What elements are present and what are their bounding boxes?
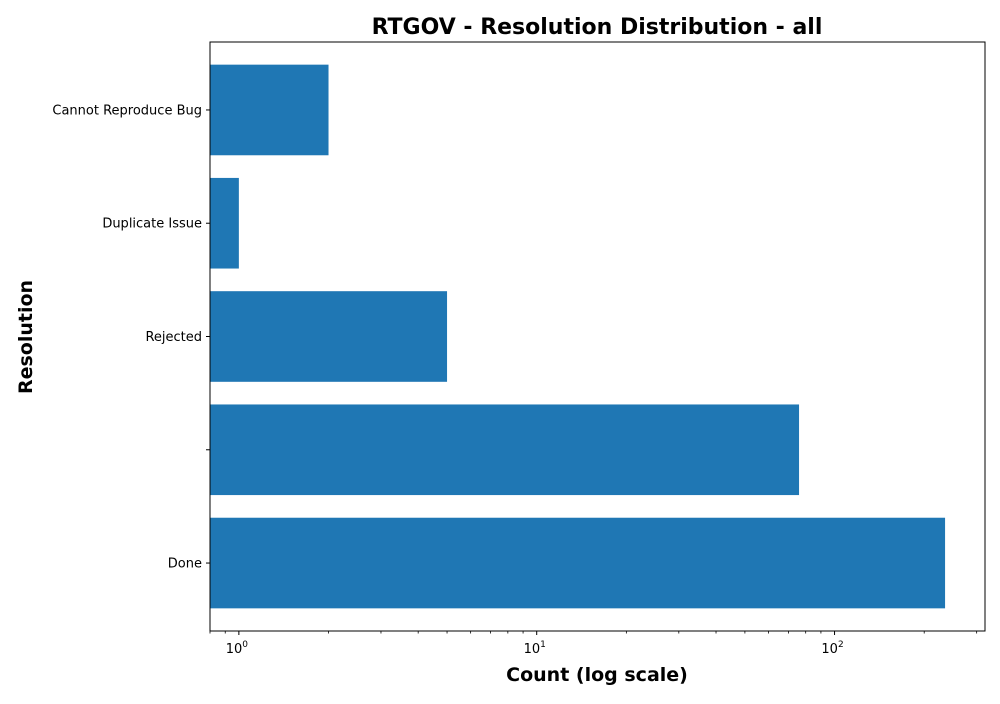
- bar-duplicate-issue: [210, 177, 239, 269]
- y-axis-label: Resolution: [15, 280, 37, 394]
- x-tick-label: 101: [524, 640, 546, 657]
- y-tick-label: Done: [168, 557, 202, 572]
- x-tick-label: 102: [821, 640, 843, 657]
- bar-cannot-reproduce-bug: [210, 64, 329, 156]
- bar-done: [210, 517, 946, 609]
- bar-blank: [210, 404, 800, 496]
- x-axis-label: Count (log scale): [506, 664, 688, 686]
- x-tick-label: 100: [226, 640, 249, 657]
- plot-frame: [209, 41, 986, 632]
- y-tick-label: Duplicate Issue: [102, 217, 202, 232]
- y-tick-label: Rejected: [145, 330, 202, 345]
- bar-rejected: [210, 291, 448, 382]
- ticks-layer: Done Rejected Duplicate Issue Cannot Reprod…: [52, 103, 978, 657]
- bars-layer: [210, 64, 946, 609]
- y-tick-label: Cannot Reproduce Bug: [52, 103, 202, 118]
- chart-title: RTGOV - Resolution Distribution - all: [372, 15, 823, 40]
